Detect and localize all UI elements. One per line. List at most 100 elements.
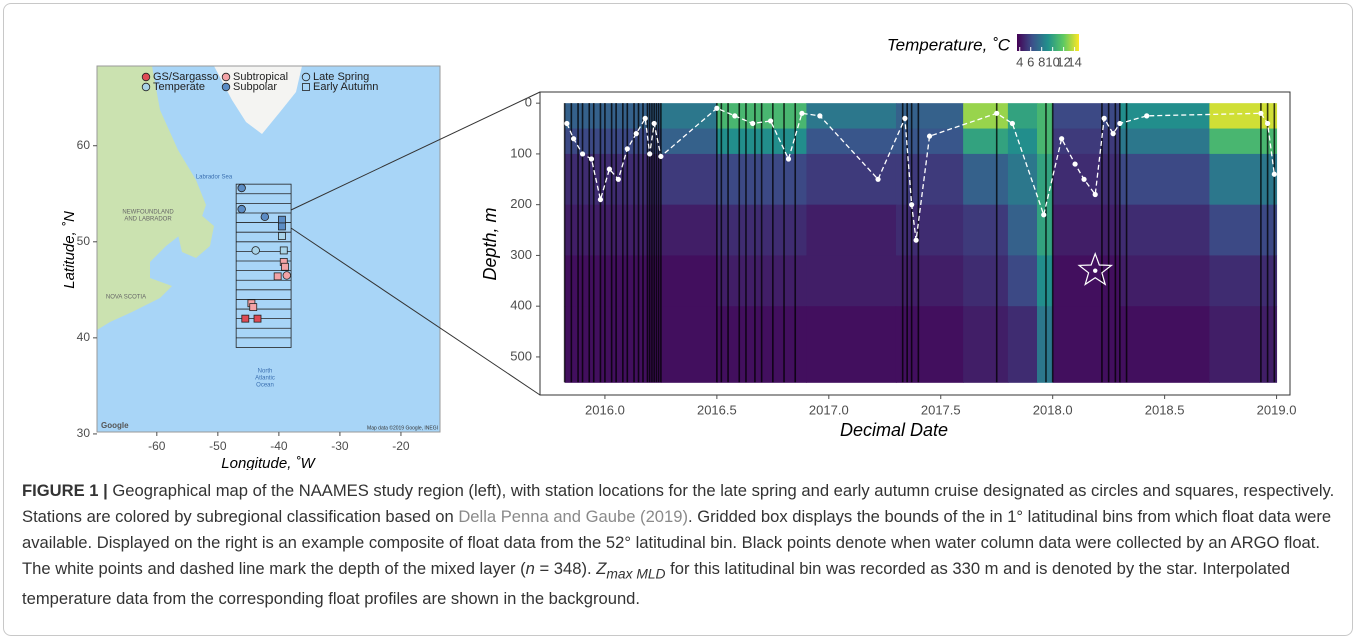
heat-cell — [1119, 204, 1210, 256]
station — [278, 215, 286, 224]
map-label: Ocean — [256, 383, 274, 389]
heat-cell — [1052, 306, 1121, 383]
mld-point — [1092, 191, 1098, 198]
zoom-line — [290, 227, 541, 396]
mld-point — [909, 202, 915, 208]
colorbar-tick-label: 6 — [1027, 54, 1034, 69]
legend-label: Subpolar — [233, 81, 277, 93]
legend-swatch — [221, 82, 231, 92]
caption-label: FIGURE 1 | — [22, 481, 108, 500]
star — [1077, 251, 1114, 286]
heat-cell — [806, 153, 897, 206]
x-tick-label: 2017.5 — [921, 402, 961, 417]
heat-cell — [1037, 103, 1054, 130]
mld-point — [1081, 176, 1087, 182]
x-tick-label: -30 — [331, 439, 349, 453]
caption-text: = 348). — [534, 559, 597, 578]
mld-point — [926, 133, 933, 139]
y-axis-title: Depth, m — [480, 207, 500, 280]
station — [241, 314, 250, 323]
x-tick-label: 2018.5 — [1145, 402, 1185, 417]
station — [260, 212, 270, 222]
mld-point — [1265, 120, 1271, 127]
x-tick-label: 2019.0 — [1257, 402, 1297, 417]
frame — [3, 3, 1353, 636]
station — [249, 303, 258, 312]
mld-point — [1258, 110, 1264, 116]
caption-n: n — [525, 559, 535, 578]
caption-z-sub: max MLD — [606, 565, 666, 582]
caption-z: Z — [596, 559, 607, 578]
mld-point — [624, 146, 630, 152]
mld-point — [902, 115, 908, 121]
mld-point — [570, 136, 577, 142]
x-tick-label: -60 — [148, 439, 166, 453]
mld-point — [647, 151, 653, 157]
mld-point — [658, 153, 664, 160]
mld-point — [1101, 115, 1107, 121]
map-label: AND LABRADOR — [124, 217, 172, 223]
star-point — [1093, 268, 1098, 273]
colorbar-tick-label: 8 — [1038, 54, 1045, 69]
legend-label: GS/Sargasso — [153, 71, 218, 83]
legend-label: Late Spring — [313, 71, 369, 83]
zoom-line — [290, 91, 541, 211]
heat-cell — [564, 204, 662, 256]
mld-point — [1009, 120, 1015, 127]
mld-point — [588, 156, 595, 162]
heat-cell — [895, 153, 964, 206]
heat-cell — [1119, 255, 1210, 307]
mld-point — [732, 113, 738, 119]
heat-cell — [1007, 306, 1038, 383]
caption-text: . Gridded box displays the bounds of the… — [22, 507, 1332, 578]
mld-point — [817, 113, 823, 119]
land — [176, 214, 214, 258]
map-label: Labrador Sea — [196, 175, 233, 181]
mld-point — [1117, 120, 1123, 127]
map-logo: Google — [101, 421, 129, 430]
bin-box — [235, 183, 292, 348]
mld-point — [1110, 131, 1116, 137]
station — [237, 183, 246, 193]
x-tick-label: -40 — [270, 439, 288, 453]
map-label: Atlantic — [255, 376, 275, 382]
heat-cell — [963, 306, 1009, 383]
mld-point — [714, 105, 720, 111]
heat-cell — [1037, 255, 1054, 307]
map-label: NEWFOUNDLAND — [122, 210, 174, 216]
map — [97, 66, 440, 432]
y-tick-label: 30 — [77, 426, 91, 440]
y-tick-label: 0 — [525, 95, 532, 110]
station — [281, 262, 289, 271]
x-axis-title: Longitude, ˚W — [221, 455, 316, 470]
heat-cell — [963, 153, 1009, 206]
heat-cell — [1119, 306, 1210, 383]
y-tick-label: 500 — [510, 348, 532, 363]
heat-cell — [1052, 103, 1121, 130]
mld-point — [767, 118, 774, 124]
x-tick-label: 2017.0 — [809, 402, 849, 417]
heat-cell — [1052, 204, 1121, 256]
legend-label: Subtropical — [233, 71, 288, 83]
mld-point — [750, 120, 756, 127]
heat-cell — [1209, 204, 1278, 256]
x-tick-label: 2016.0 — [585, 402, 625, 417]
heatmap — [563, 103, 1278, 383]
heat-cell — [660, 204, 718, 256]
x-tick-label: -20 — [392, 439, 410, 453]
heat-cell — [963, 128, 1009, 155]
legend-label: Temperate — [153, 81, 205, 93]
caption-link[interactable]: Della Penna and Gaube (2019) — [458, 507, 689, 526]
station — [237, 204, 246, 214]
mld-point — [1041, 212, 1047, 218]
colorbar — [1017, 34, 1079, 51]
mld-point — [579, 151, 586, 157]
y-tick-label: 40 — [77, 330, 91, 344]
mld-point — [785, 156, 792, 162]
heat-cell — [660, 103, 718, 130]
station — [253, 314, 262, 323]
y-tick-label: 400 — [510, 298, 532, 313]
mld-point — [1144, 113, 1150, 119]
caption-text: Geographical map of the NAAMES study reg… — [22, 481, 1335, 526]
